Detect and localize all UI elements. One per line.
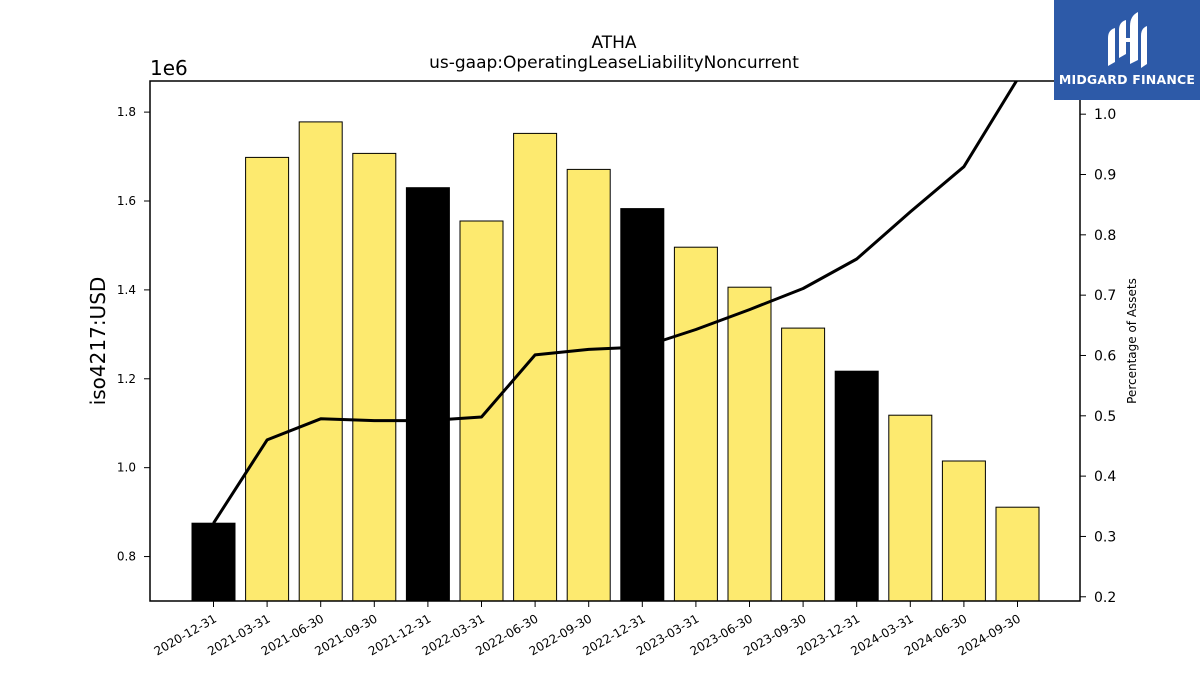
y-tick-label: 1.4 — [117, 283, 136, 297]
bar-2021-09-30 — [352, 152, 397, 602]
chart-title: ATHA — [591, 33, 636, 53]
bar-2022-03-31 — [459, 220, 504, 602]
chart-subtitle: us-gaap:OperatingLeaseLiabilityNoncurren… — [429, 53, 799, 73]
bar-2023-09-30 — [781, 327, 826, 602]
plot-frame — [149, 80, 1081, 602]
bar-2023-03-31 — [673, 246, 718, 602]
y2-tick-label: 0.2 — [1094, 590, 1116, 606]
bar-2022-09-30 — [566, 168, 611, 602]
y2-tick-label: 0.3 — [1094, 529, 1116, 545]
y2-axis-label: Percentage of Assets — [1125, 278, 1139, 404]
y-tick-label: 1.6 — [117, 194, 136, 208]
y2-tick-label: 0.8 — [1094, 228, 1116, 244]
logo-text: MIDGARD FINANCE — [1058, 72, 1196, 87]
y-tick-label: 1.8 — [117, 105, 136, 119]
axes-layer: 0.8 1.0 1.2 1.4 1.6 1.8 0.2 0.3 0.4 0.5 0.6 0.7 0.8 0… — [117, 80, 1116, 658]
y2-tick-label: 1.0 — [1094, 107, 1116, 123]
line-layer — [212, 81, 1019, 525]
bar-2023-06-30 — [727, 286, 772, 602]
bar-2024-09-30 — [995, 506, 1040, 602]
bar-2021-03-31 — [245, 156, 290, 602]
y2-tick-label: 0.5 — [1094, 409, 1116, 425]
bar-2023-12-31 — [834, 370, 879, 602]
bar-2021-06-30 — [298, 121, 343, 602]
bar-2022-06-30 — [513, 132, 558, 602]
y-tick-label: 1.0 — [117, 461, 136, 475]
brand-logo: MIDGARD FINANCE — [1054, 0, 1200, 100]
y-axis-label: iso4217:USD — [86, 277, 110, 406]
y2-tick-label: 0.6 — [1094, 348, 1116, 364]
bar-2021-12-31 — [405, 187, 450, 602]
midgard-logo-icon — [1108, 12, 1147, 68]
y2-tick-label: 0.7 — [1094, 288, 1116, 304]
percentage-line — [212, 81, 1019, 525]
bar-2024-06-30 — [941, 460, 986, 602]
bar-2022-12-31 — [620, 208, 665, 602]
y2-tick-label: 0.4 — [1094, 469, 1116, 485]
y-offset-label: 1e6 — [150, 56, 188, 80]
y-tick-label: 0.8 — [117, 550, 136, 564]
y-tick-label: 1.2 — [117, 372, 136, 386]
bars-layer — [191, 121, 1040, 602]
bar-2020-12-31 — [191, 522, 236, 602]
y2-tick-label: 0.9 — [1094, 168, 1116, 184]
bar-2024-03-31 — [888, 414, 933, 602]
